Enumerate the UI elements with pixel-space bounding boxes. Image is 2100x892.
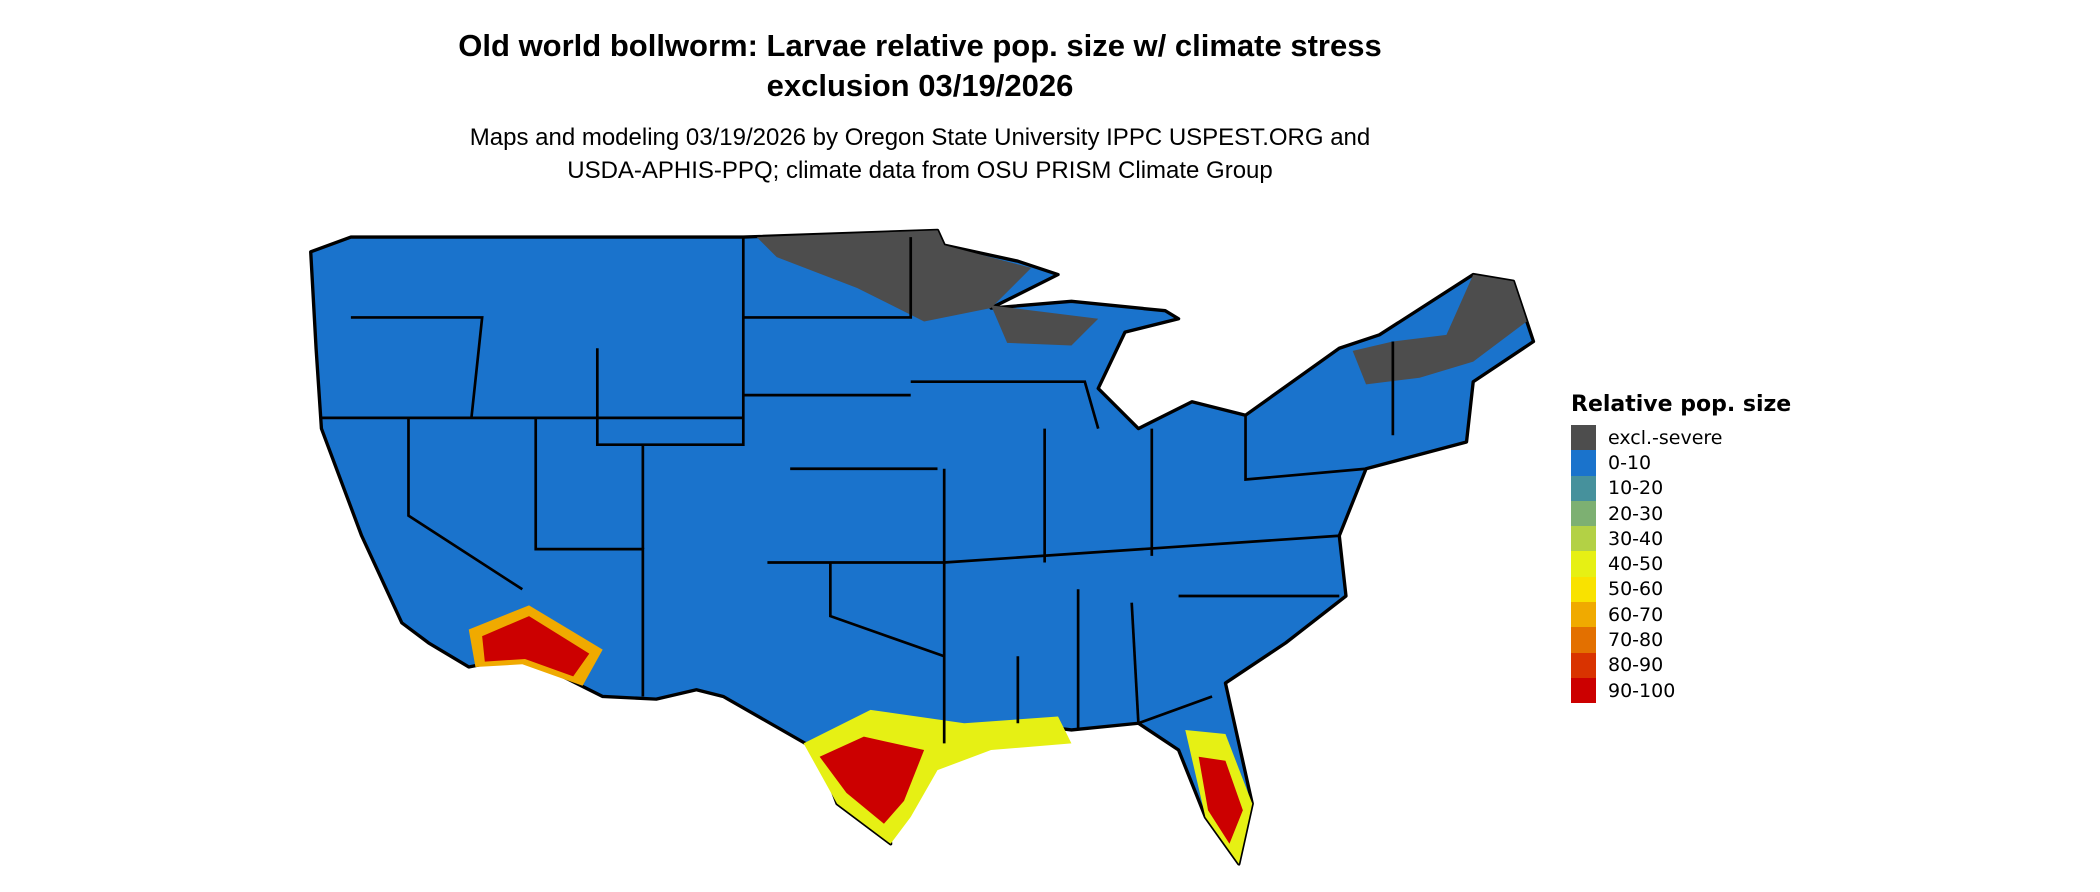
legend-item: 40-50 xyxy=(1571,551,1791,577)
legend-label: 40-50 xyxy=(1608,553,1664,576)
legend-swatch xyxy=(1571,526,1596,552)
legend-item: 30-40 xyxy=(1571,526,1791,552)
legend-swatch xyxy=(1571,602,1596,628)
excluded-region-minnesota xyxy=(756,230,1032,322)
legend-item: 10-20 xyxy=(1571,475,1791,501)
legend-swatch xyxy=(1571,551,1596,577)
legend-label: 50-60 xyxy=(1608,578,1664,601)
legend-item: 80-90 xyxy=(1571,652,1791,678)
legend-label: 30-40 xyxy=(1608,527,1664,550)
legend-swatch xyxy=(1571,425,1596,451)
legend-item: 20-30 xyxy=(1571,500,1791,527)
legend-label: 90-100 xyxy=(1608,679,1676,702)
state-borders xyxy=(321,237,1395,744)
high-pop-core-texas xyxy=(819,736,925,824)
subtitle-line-1: Maps and modeling 03/19/2026 by Oregon S… xyxy=(469,124,1371,151)
excluded-region-new-england xyxy=(1352,274,1527,385)
legend-swatch xyxy=(1571,450,1596,476)
legend-item: 0-10 xyxy=(1571,450,1791,476)
legend-item: excl.-severe xyxy=(1571,425,1791,451)
legend-label: 0-10 xyxy=(1608,451,1652,474)
title-line-1: Old world bollworm: Larvae relative pop.… xyxy=(458,28,1382,63)
legend: Relative pop. size excl.-severe 0-10 10-20… xyxy=(1571,392,1792,704)
subtitle-line-2: USDA-APHIS-PPQ; climate data from OSU PR… xyxy=(567,157,1273,184)
legend-title: Relative pop. size xyxy=(1571,392,1792,417)
legend-swatch xyxy=(1571,576,1596,603)
legend-swatch xyxy=(1571,500,1596,527)
legend-label: 20-30 xyxy=(1608,502,1664,525)
high-pop-core-florida xyxy=(1198,756,1243,844)
legend-swatch xyxy=(1571,652,1596,678)
legend-label: excl.-severe xyxy=(1608,426,1723,449)
legend-item: 90-100 xyxy=(1571,677,1791,704)
conus-outline xyxy=(309,228,1536,866)
legend-swatch xyxy=(1571,677,1596,704)
legend-swatch xyxy=(1571,627,1596,653)
legend-label: 80-90 xyxy=(1608,654,1664,677)
legend-item: 60-70 xyxy=(1571,602,1791,628)
legend-swatch xyxy=(1571,475,1596,501)
legend-item: 50-60 xyxy=(1571,576,1791,603)
legend-label: 10-20 xyxy=(1608,477,1664,500)
legend-item: 70-80 xyxy=(1571,627,1791,653)
title-line-2: exclusion 03/19/2026 xyxy=(766,68,1074,103)
legend-label: 70-80 xyxy=(1608,629,1664,652)
high-pop-core-southwest xyxy=(482,616,590,677)
legend-label: 60-70 xyxy=(1608,603,1664,626)
